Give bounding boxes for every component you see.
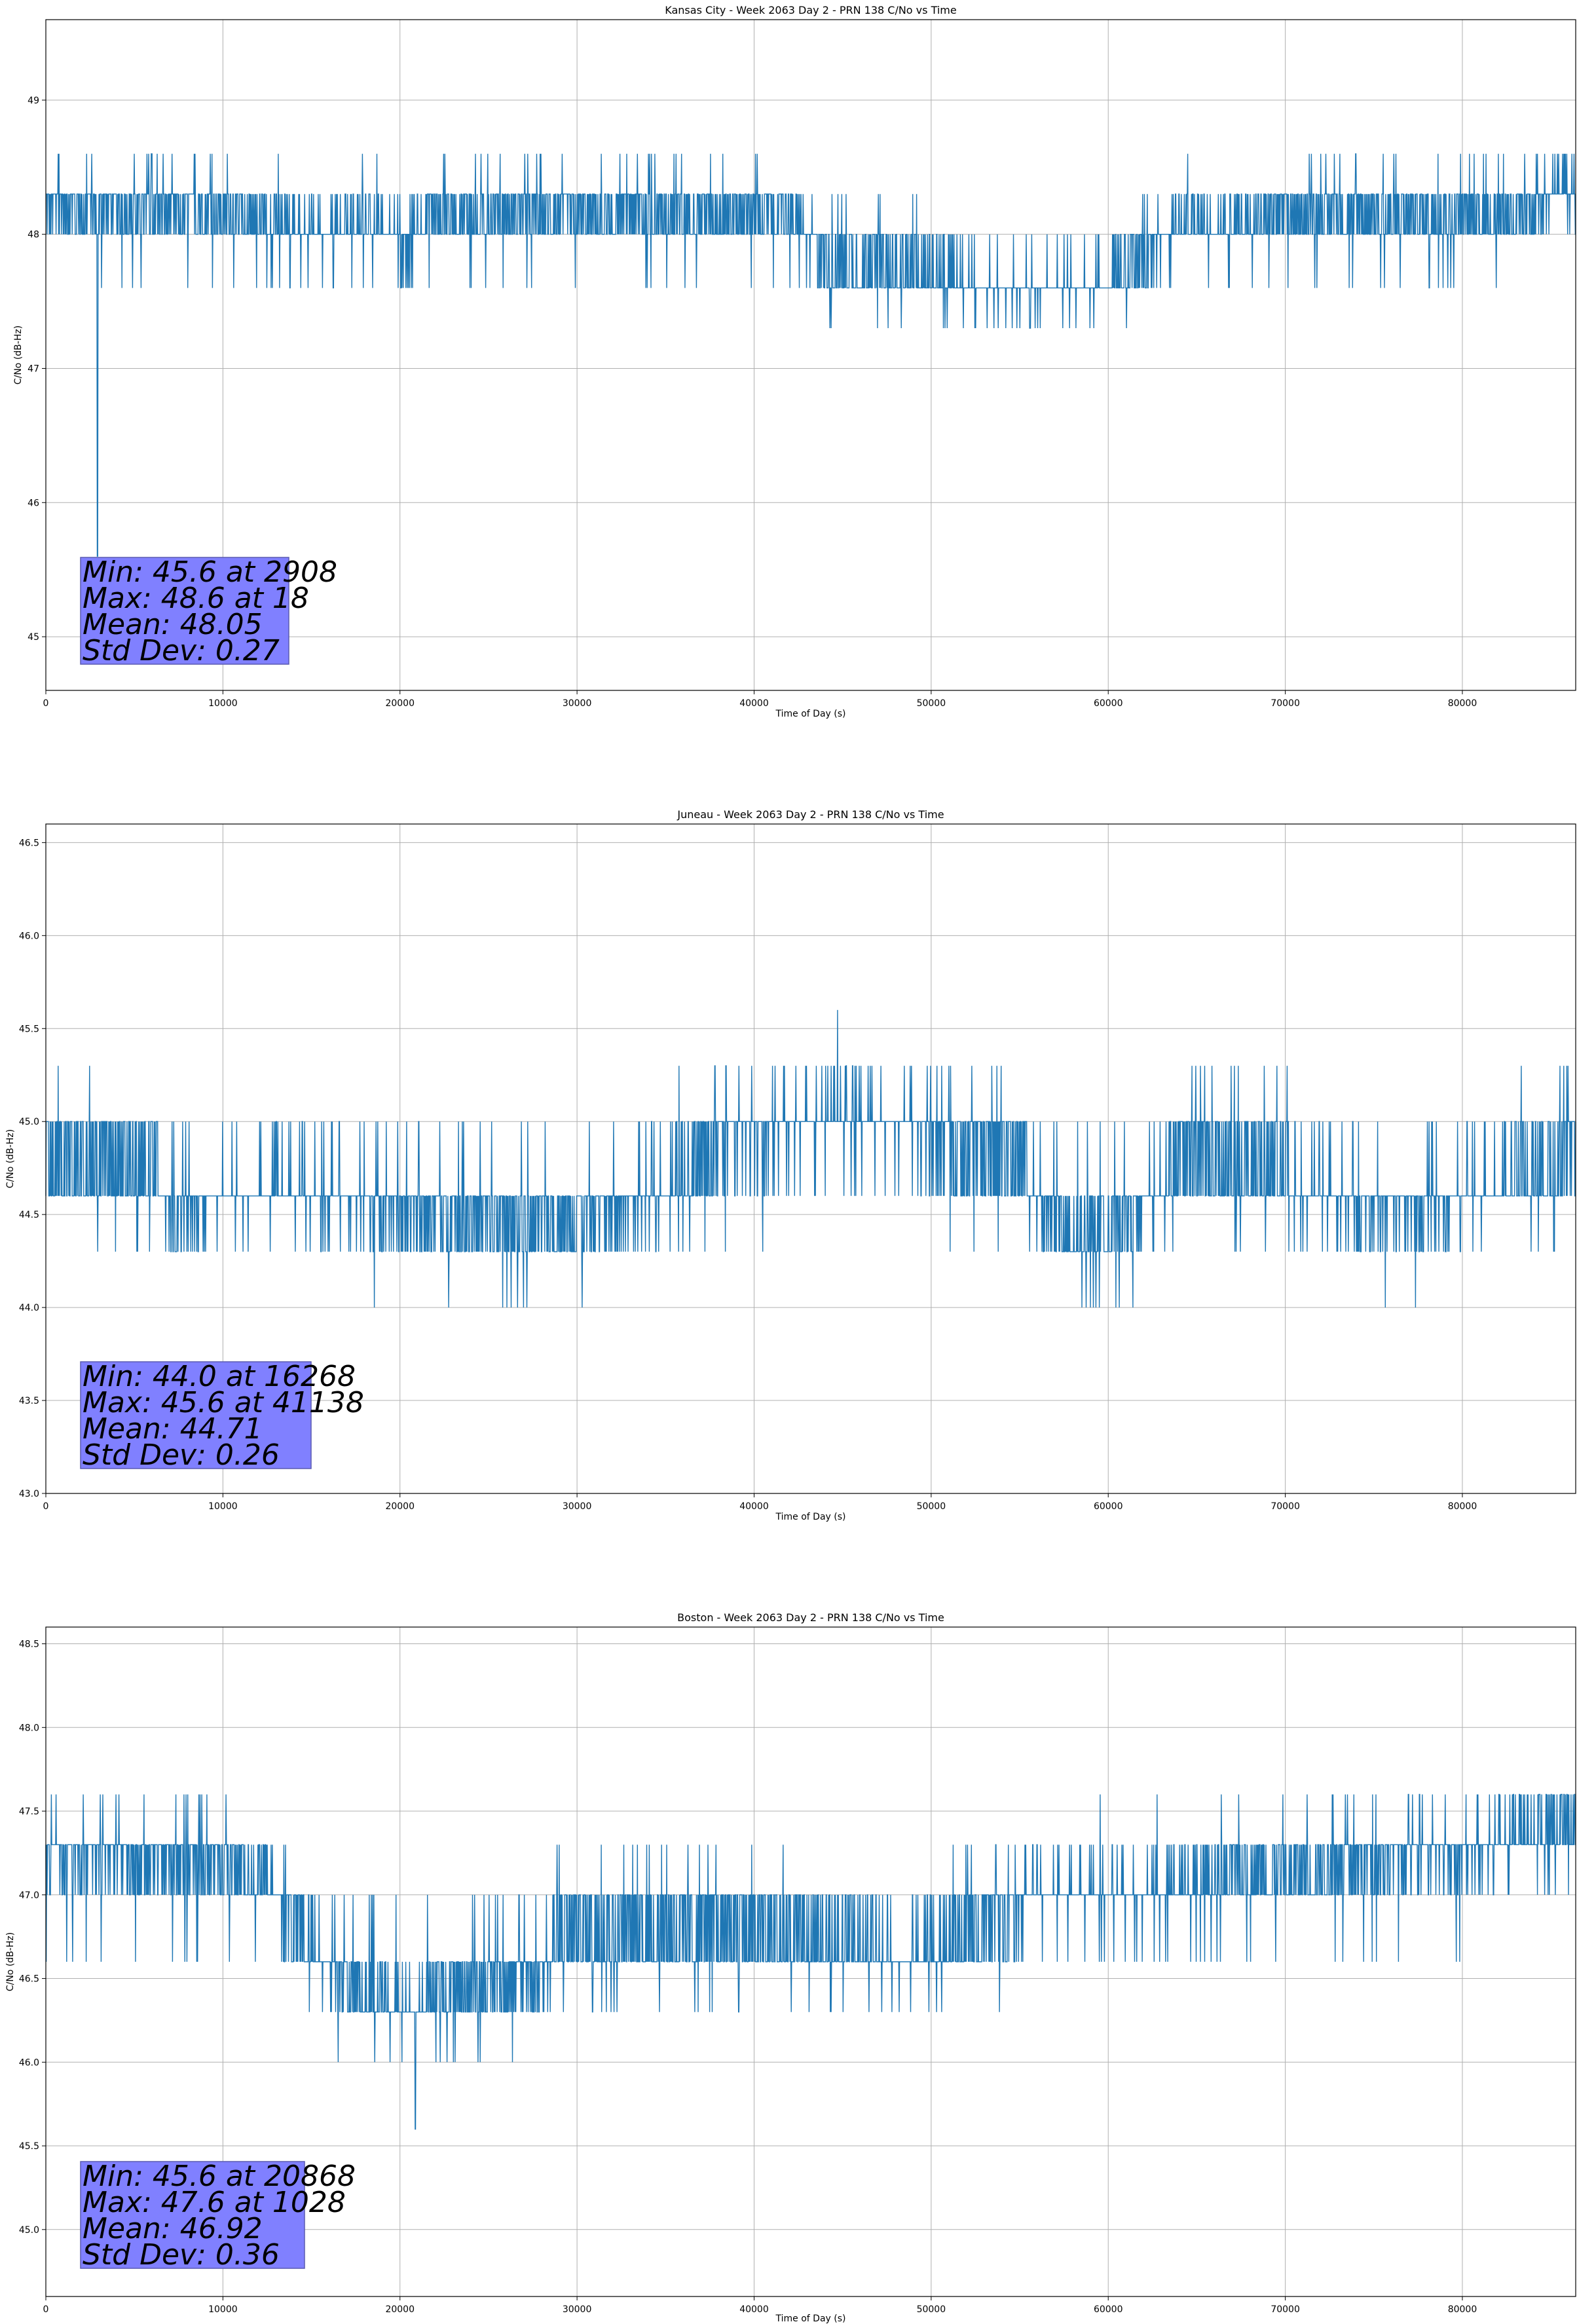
- y-tick-label: 46.5: [19, 1974, 39, 1985]
- x-tick-label: 50000: [917, 2304, 946, 2315]
- chart-title: Kansas City - Week 2063 Day 2 - PRN 138 …: [665, 4, 956, 16]
- stats-box: Min: 44.0 at 16268 Max: 45.6 at 41138 Me…: [80, 1360, 364, 1472]
- series-cno: [46, 153, 1576, 557]
- y-tick-label: 49: [28, 96, 39, 106]
- x-tick-label: 60000: [1094, 2304, 1123, 2315]
- x-tick-label: 10000: [208, 2304, 238, 2315]
- x-tick-label: 80000: [1448, 2304, 1477, 2315]
- y-tick-label: 45: [28, 632, 39, 643]
- x-tick-label: 30000: [563, 2304, 592, 2315]
- cno-series-line: [46, 153, 1576, 557]
- stats-mean: Mean: 48.05: [83, 608, 263, 641]
- x-tick-label: 0: [43, 1501, 49, 1512]
- x-tick-label: 70000: [1271, 698, 1300, 709]
- x-axis-label: Time of Day (s): [775, 1512, 846, 1522]
- plot-frame: [45, 823, 1576, 1494]
- stats-mean: Mean: 46.92: [83, 2212, 263, 2245]
- x-tick-label: 0: [43, 698, 49, 709]
- stats-max: Max: 48.6 at 18: [83, 582, 309, 615]
- x-tick-label: 20000: [385, 2304, 415, 2315]
- y-tick-label: 44.0: [19, 1303, 39, 1313]
- cno-series-line: [45, 1009, 1576, 1308]
- stats-min: Min: 45.6 at 20868: [83, 2160, 356, 2193]
- x-tick-label: 50000: [917, 698, 946, 709]
- tick-labels: 0 10000 20000 30000 40000 50000 60000 70000 8000…: [28, 96, 1477, 709]
- x-tick-label: 30000: [563, 698, 592, 709]
- y-tick-label: 43.0: [19, 1489, 39, 1499]
- chart-title: Juneau - Week 2063 Day 2 - PRN 138 C/No …: [677, 808, 944, 821]
- y-tick-label: 48.0: [19, 1723, 39, 1733]
- stats-box-background: [80, 1361, 312, 1469]
- y-tick-label: 45.5: [19, 2141, 39, 2152]
- series-cno: [45, 1009, 1576, 1308]
- stats-box-background: [80, 557, 289, 665]
- x-tick-label: 10000: [208, 1501, 238, 1512]
- x-tick-label: 40000: [739, 698, 769, 709]
- y-tick-label: 47.0: [19, 1890, 39, 1901]
- y-axis-label: C/No (dB-Hz): [13, 326, 24, 384]
- y-axis-label: C/No (dB-Hz): [5, 1932, 16, 1991]
- x-tick-label: 40000: [739, 1501, 769, 1512]
- y-tick-label: 47: [28, 364, 39, 374]
- y-axis-label: C/No (dB-Hz): [5, 1129, 16, 1188]
- x-tick-label: 40000: [739, 2304, 769, 2315]
- subplot-boston: Boston - Week 2063 Day 2 - PRN 138 C/No …: [5, 1611, 1576, 2324]
- stats-std-dev: Std Dev: 0.36: [83, 2238, 280, 2272]
- y-tick-label: 43.5: [19, 1396, 39, 1406]
- plot-frame: [45, 19, 1576, 691]
- y-tick-label: 46.5: [19, 838, 39, 848]
- stats-box: Min: 45.6 at 20868 Max: 47.6 at 1028 Mea…: [80, 2160, 356, 2272]
- x-tick-label: 10000: [208, 698, 238, 709]
- y-tick-label: 48.5: [19, 1640, 39, 1650]
- plot-frame: [45, 1626, 1576, 2297]
- y-tick-label: 45.0: [19, 2225, 39, 2236]
- x-tick-label: 20000: [385, 698, 415, 709]
- stats-box: Min: 45.6 at 2908 Max: 48.6 at 18 Mean: …: [80, 555, 337, 667]
- y-tick-label: 45.0: [19, 1117, 39, 1127]
- x-tick-label: 80000: [1448, 1501, 1477, 1512]
- x-tick-label: 80000: [1448, 698, 1477, 709]
- stats-box-background: [80, 2161, 305, 2269]
- y-tick-label: 47.5: [19, 1807, 39, 1817]
- x-tick-label: 30000: [563, 1501, 592, 1512]
- y-tick-label: 48: [28, 230, 39, 240]
- x-tick-label: 60000: [1094, 698, 1123, 709]
- stats-max: Max: 47.6 at 1028: [83, 2186, 346, 2219]
- y-tick-label: 45.5: [19, 1024, 39, 1034]
- stats-std-dev: Std Dev: 0.27: [83, 634, 280, 667]
- subplot-kansas-city: Kansas City - Week 2063 Day 2 - PRN 138 …: [13, 4, 1576, 719]
- stats-max: Max: 45.6 at 41138: [83, 1386, 364, 1419]
- subplot-juneau: Juneau - Week 2063 Day 2 - PRN 138 C/No …: [5, 808, 1576, 1522]
- x-tick-label: 0: [43, 2304, 49, 2315]
- x-tick-label: 60000: [1094, 1501, 1123, 1512]
- cno-series-line: [45, 1793, 1576, 2130]
- series-cno: [45, 1793, 1576, 2130]
- x-axis-label: Time of Day (s): [775, 709, 846, 719]
- tick-labels: 0 10000 20000 30000 40000 50000 60000 70000 8000…: [19, 838, 1477, 1512]
- stats-mean: Mean: 44.71: [83, 1412, 263, 1446]
- chart-title: Boston - Week 2063 Day 2 - PRN 138 C/No …: [677, 1611, 944, 1624]
- x-tick-label: 70000: [1271, 1501, 1300, 1512]
- x-tick-label: 50000: [917, 1501, 946, 1512]
- x-axis-label: Time of Day (s): [775, 2314, 846, 2324]
- y-tick-label: 46.0: [19, 2057, 39, 2068]
- stats-min: Min: 44.0 at 16268: [83, 1360, 356, 1393]
- y-tick-label: 46.0: [19, 931, 39, 941]
- x-tick-label: 70000: [1271, 2304, 1300, 2315]
- stats-min: Min: 45.6 at 2908: [83, 555, 337, 589]
- tick-labels: 0 10000 20000 30000 40000 50000 60000 70000 8000…: [19, 1640, 1477, 2315]
- y-tick-label: 44.5: [19, 1210, 39, 1220]
- stats-std-dev: Std Dev: 0.26: [83, 1438, 280, 1472]
- x-tick-label: 20000: [385, 1501, 415, 1512]
- y-tick-label: 46: [28, 498, 39, 508]
